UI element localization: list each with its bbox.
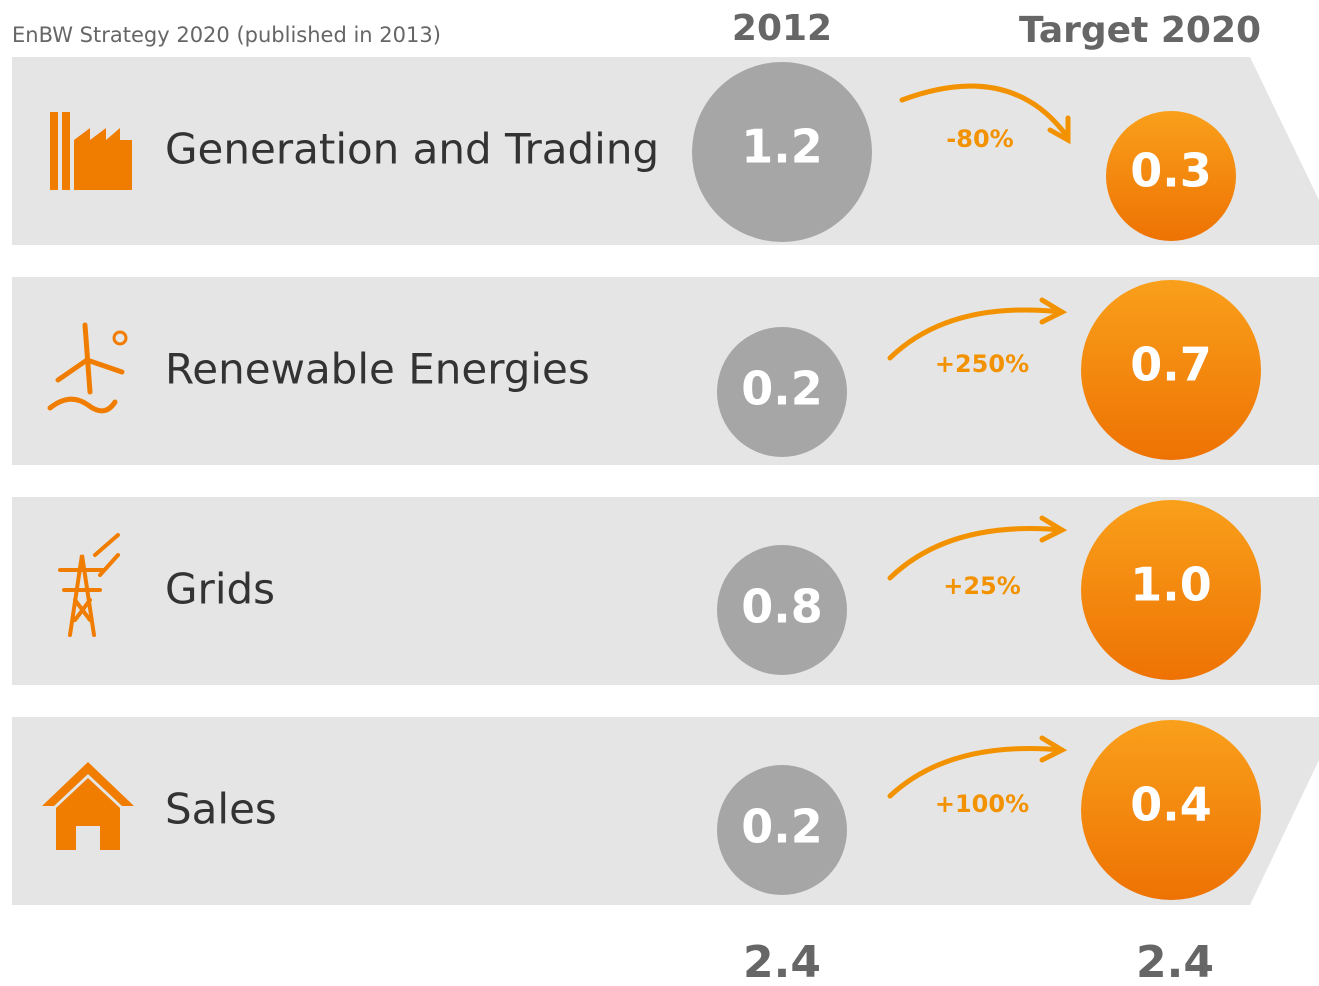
- column-header: 2012: [732, 8, 832, 49]
- value-target: 0.4: [1130, 778, 1212, 832]
- row-label: Sales: [165, 785, 277, 834]
- value-target: 0.3: [1130, 144, 1212, 198]
- total-2012: 2.4: [743, 937, 821, 986]
- pylon-icon: [58, 533, 120, 637]
- arrowhead: [1039, 735, 1068, 763]
- arrowhead: [1039, 515, 1068, 543]
- row-band: [12, 717, 1319, 905]
- house-icon: [42, 762, 134, 850]
- arrow: [899, 83, 1069, 138]
- circle-target: [1081, 500, 1261, 680]
- value-2012: 0.8: [741, 580, 823, 634]
- subtitle: EnBW Strategy 2020 (published in 2013): [12, 23, 441, 47]
- change: -80%: [946, 125, 1013, 153]
- row-label: Grids: [165, 565, 275, 614]
- arrow: [887, 307, 1065, 361]
- row-label: Renewable Energies: [165, 345, 590, 394]
- value-2012: 0.2: [741, 362, 823, 416]
- arrowhead: [1039, 297, 1068, 325]
- row-band: [12, 57, 1319, 245]
- arrowhead: [1047, 115, 1071, 145]
- arrow: [887, 745, 1065, 799]
- value-target: 0.7: [1130, 338, 1212, 392]
- circle-2012: [717, 765, 847, 895]
- circle-target: [1081, 280, 1261, 460]
- circle-target: [1081, 720, 1261, 900]
- value-2012: 0.2: [741, 800, 823, 854]
- value-target: 1.0: [1130, 558, 1212, 612]
- value-2012: 1.2: [741, 120, 823, 174]
- circle-2012: [717, 545, 847, 675]
- change: +100%: [935, 790, 1029, 818]
- factory-icon: [50, 112, 132, 190]
- circle-target: [1106, 111, 1236, 241]
- wind-icon: [47, 322, 128, 414]
- column-header: Target 2020: [1019, 10, 1261, 51]
- change: +25%: [943, 572, 1021, 600]
- total-target: 2.4: [1136, 937, 1214, 986]
- change: +250%: [935, 350, 1029, 378]
- arrow: [887, 526, 1065, 581]
- circle-2012: [692, 62, 872, 242]
- row-label: Generation and Trading: [165, 125, 659, 174]
- circle-2012: [717, 327, 847, 457]
